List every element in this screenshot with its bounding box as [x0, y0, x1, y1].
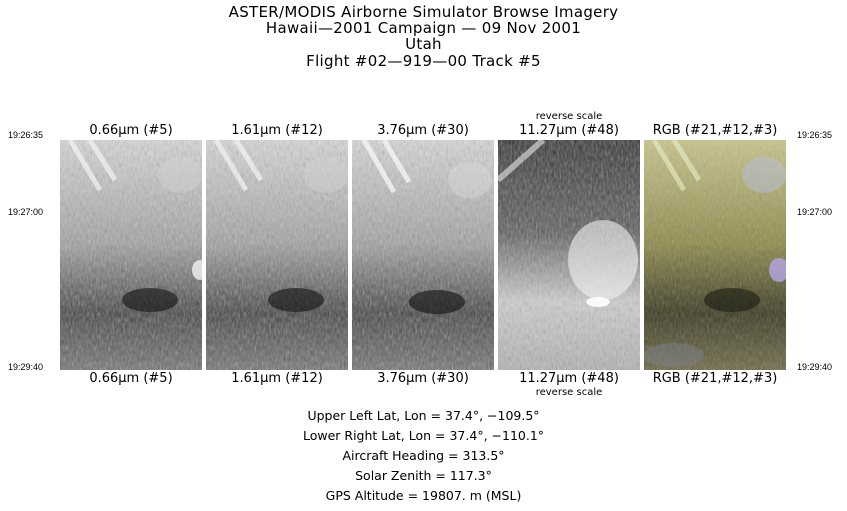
image-panel-0-66um [60, 140, 202, 370]
band-label-top-1: 0.66μm (#5) [89, 123, 173, 138]
band-label-top-4: 11.27μm (#48) [519, 123, 619, 138]
time-top-right: 19:26:35 [797, 130, 833, 140]
image-panel-rgb [644, 140, 786, 370]
upper-left-lat-lon: Upper Left Lat, Lon = 37.4°, −109.5° [307, 408, 540, 423]
band-label-bottom-2: 1.61μm (#12) [231, 371, 323, 386]
gps-altitude: GPS Altitude = 19807. m (MSL) [325, 488, 522, 503]
title-line-4: Flight #02—919—00 Track #5 [306, 52, 541, 70]
title-line-3: Utah [405, 35, 442, 53]
band-label-bottom-1: 0.66μm (#5) [89, 371, 173, 386]
title-line-2: Hawaii—2001 Campaign — 09 Nov 2001 [265, 19, 582, 37]
aircraft-heading: Aircraft Heading = 313.5° [342, 448, 505, 463]
band-label-top-5: RGB (#21,#12,#3) [652, 123, 778, 138]
band-label-top-2: 1.61μm (#12) [231, 123, 323, 138]
time-bottom-right: 19:29:40 [797, 362, 833, 372]
reverse-scale-top: reverse scale [535, 111, 603, 122]
title-line-1: ASTER/MODIS Airborne Simulator Browse Im… [228, 3, 619, 21]
band-label-top-3: 3.76μm (#30) [377, 123, 469, 138]
solar-zenith: Solar Zenith = 117.3° [355, 468, 492, 483]
image-panel-1-61um [206, 140, 348, 370]
lower-right-lat-lon: Lower Right Lat, Lon = 37.4°, −110.1° [302, 428, 545, 443]
reverse-scale-bottom: reverse scale [535, 387, 603, 398]
time-middle-left: 19:27:00 [8, 207, 44, 217]
time-middle-right: 19:27:00 [797, 207, 833, 217]
image-panel-3-76um [352, 140, 494, 370]
band-label-bottom-5: RGB (#21,#12,#3) [652, 371, 778, 386]
band-label-bottom-3: 3.76μm (#30) [377, 371, 469, 386]
band-label-bottom-4: 11.27μm (#48) [519, 371, 619, 386]
time-top-left: 19:26:35 [8, 130, 44, 140]
image-panel-11-27um [498, 140, 640, 370]
time-bottom-left: 19:29:40 [8, 362, 44, 372]
